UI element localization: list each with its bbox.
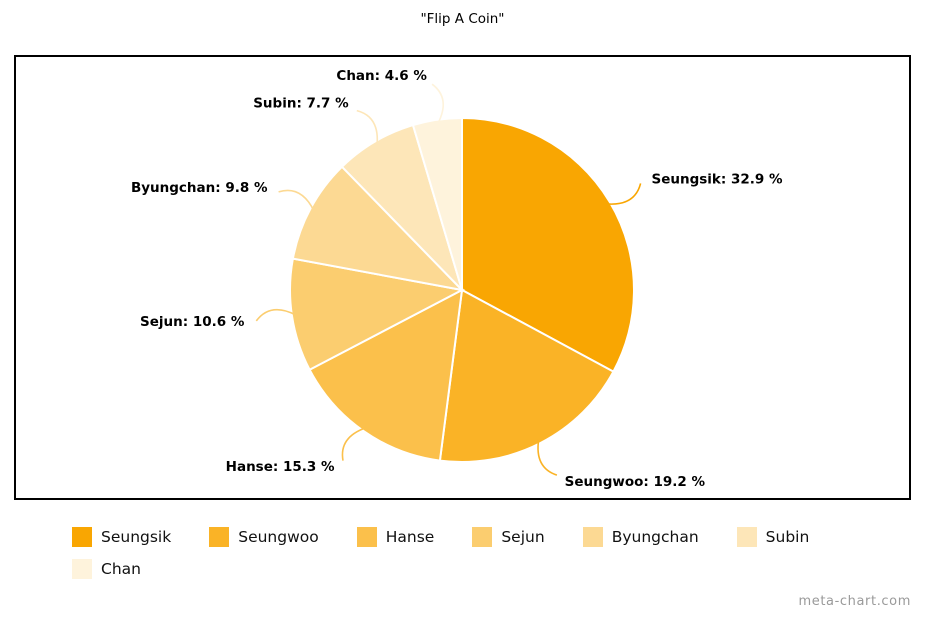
slice-label-sejun: Sejun: 10.6 % bbox=[140, 314, 245, 330]
legend-item-hanse: Hanse bbox=[356, 527, 435, 547]
legend-label: Sejun bbox=[501, 528, 545, 546]
legend-swatch bbox=[472, 527, 493, 547]
legend: Seungsik Seungwoo Hanse Sejun Byungchan Subin… bbox=[72, 527, 892, 591]
watermark: meta-chart.com bbox=[798, 594, 911, 609]
legend-label: Byungchan bbox=[611, 528, 699, 546]
pie-slice-chan bbox=[411, 116, 463, 291]
slice-leader-line-seungsik bbox=[606, 183, 642, 205]
slice-label-chan: Chan: 4.6 % bbox=[336, 68, 427, 84]
slice-label-hanse: Hanse: 15.3 % bbox=[226, 459, 335, 475]
pie-slice-hanse bbox=[308, 288, 464, 462]
legend-label: Hanse bbox=[385, 528, 435, 546]
slice-leader-line-hanse bbox=[341, 427, 367, 461]
legend-swatch bbox=[356, 527, 377, 547]
legend-item-chan: Chan bbox=[72, 559, 141, 579]
pie-chart: Seungsik: 32.9 % Seungwoo: 19.2 % Hanse: 1… bbox=[131, 68, 784, 490]
legend-item-seungsik: Seungsik bbox=[72, 527, 171, 547]
legend-swatch bbox=[582, 527, 603, 547]
legend-item-seungwoo: Seungwoo bbox=[209, 527, 319, 547]
pie-slice-byungchan bbox=[291, 165, 465, 292]
chart-title: "Flip A Coin" bbox=[420, 11, 505, 27]
legend-swatch bbox=[72, 559, 92, 579]
legend-label: Subin bbox=[765, 528, 810, 546]
legend-swatch bbox=[209, 527, 230, 547]
legend-item-byungchan: Byungchan bbox=[582, 527, 699, 547]
slice-leader-line-subin bbox=[356, 109, 379, 146]
legend-label: Chan bbox=[101, 560, 141, 578]
legend-item-sejun: Sejun bbox=[472, 527, 545, 547]
slice-label-seungsik: Seungsik: 32.9 % bbox=[652, 171, 784, 187]
legend-item-subin: Subin bbox=[736, 527, 810, 547]
slice-label-seungwoo: Seungwoo: 19.2 % bbox=[565, 474, 706, 490]
legend-label: Seungsik bbox=[101, 528, 172, 546]
pie-slice-seungwoo bbox=[438, 288, 615, 464]
legend-label: Seungwoo bbox=[238, 528, 319, 546]
legend-swatch bbox=[72, 527, 92, 547]
slice-leader-line-sejun bbox=[255, 308, 297, 322]
slice-leader-line-chan bbox=[431, 83, 444, 125]
slice-label-subin: Subin: 7.7 % bbox=[253, 96, 349, 112]
slice-leader-line-seungwoo bbox=[537, 439, 558, 476]
pie-slice-sejun bbox=[289, 257, 466, 372]
slice-label-byungchan: Byungchan: 9.8 % bbox=[131, 180, 268, 196]
legend-swatch bbox=[736, 527, 757, 547]
chart-frame: Seungsik: 32.9 % Seungwoo: 19.2 % Hanse: 1… bbox=[14, 55, 911, 500]
pie-slice-seungsik bbox=[461, 116, 635, 373]
slice-leader-line-byungchan bbox=[278, 189, 315, 212]
